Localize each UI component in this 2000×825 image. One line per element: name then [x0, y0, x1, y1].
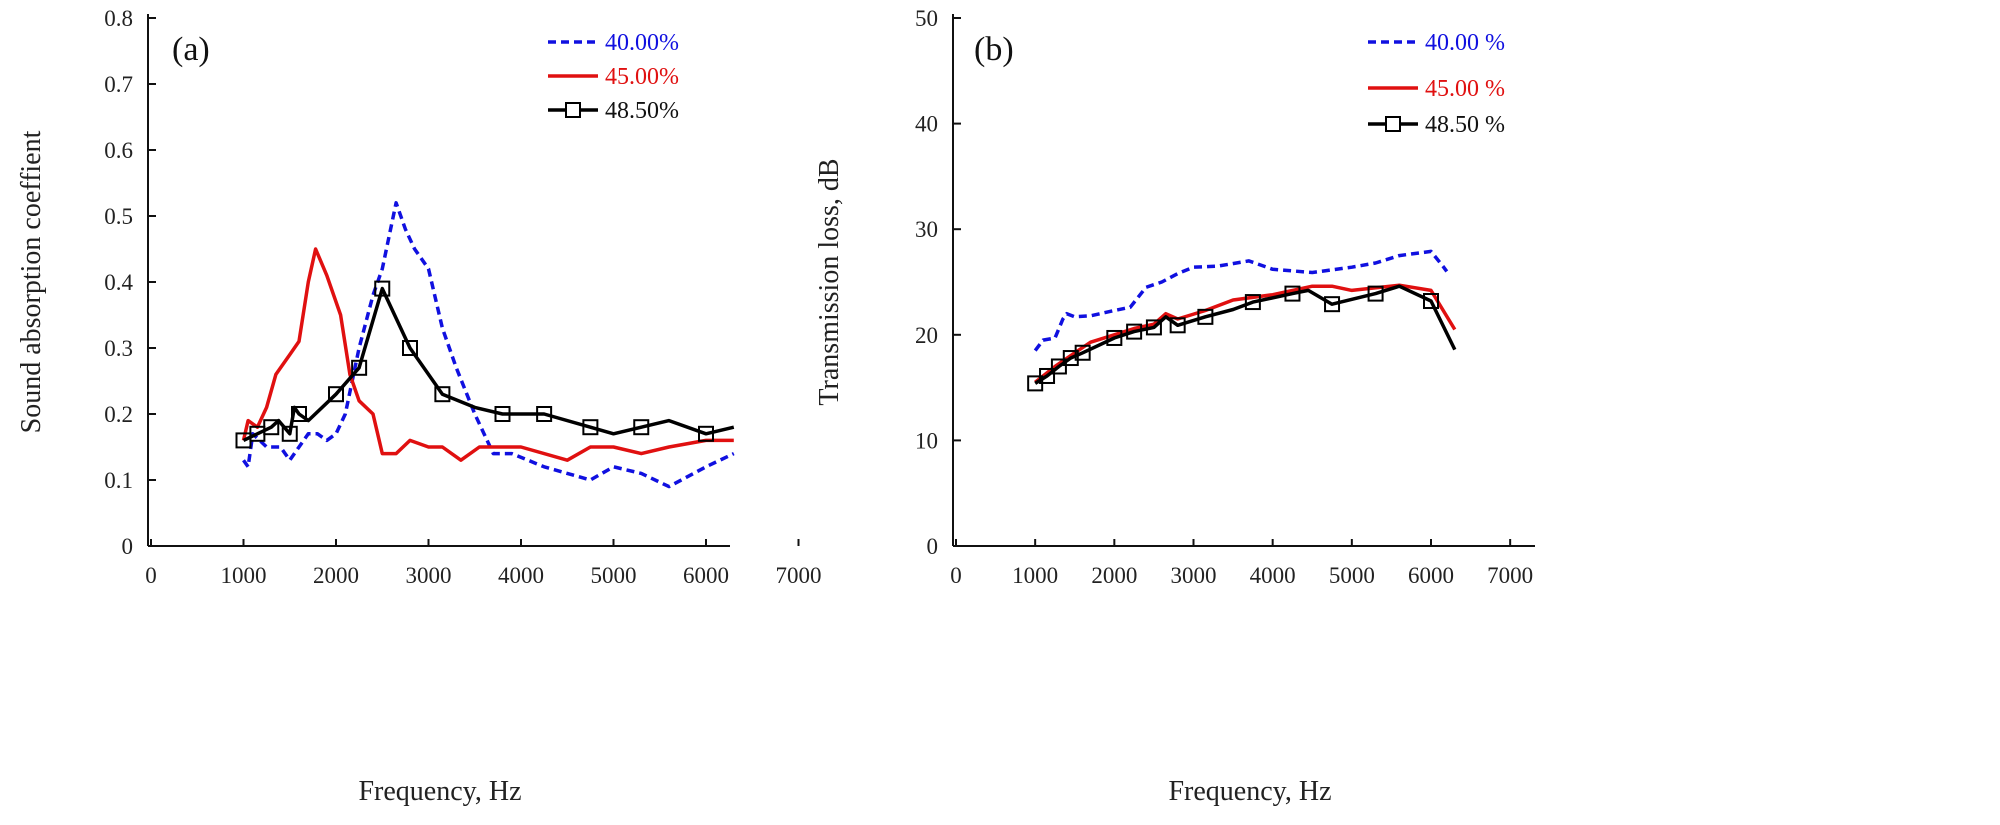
panel-a-chart: Frequency, Hz Sound absorption coeffient… [16, 6, 822, 807]
x-tick-label: 2000 [1091, 563, 1137, 588]
x-tick-label: 4000 [498, 563, 544, 588]
data-point-marker [633, 419, 650, 436]
y-tick-label: 0.5 [104, 204, 133, 229]
x-tick-label: 1000 [221, 563, 267, 588]
data-point-marker [291, 406, 307, 422]
y-tick-label: 50 [915, 6, 938, 31]
legend-label: 48.50% [605, 98, 679, 124]
x-tick-label: 1000 [1012, 563, 1058, 588]
y-tick-label: 0.1 [104, 468, 133, 493]
legend-label: 45.00% [605, 64, 679, 90]
data-point-marker [1244, 294, 1261, 311]
y-axis-title: Transmission loss, dB [814, 158, 845, 405]
x-tick-label: 7000 [776, 563, 822, 588]
data-point-marker [263, 419, 280, 436]
series-45-00-: 45.00% [241, 64, 734, 462]
series-line [242, 286, 735, 442]
data-point-marker [1169, 317, 1186, 334]
y-tick-label: 0.6 [104, 138, 133, 163]
series-line [1034, 283, 1457, 384]
x-tick-label: 4000 [1250, 563, 1296, 588]
data-point-marker [402, 340, 418, 356]
y-tick-label: 30 [915, 217, 938, 242]
panel-label: (b) [974, 31, 1014, 68]
data-point-marker [328, 386, 344, 403]
series-40-00-: 40.00 % [1033, 30, 1505, 352]
panel-b-chart: Frequency, Hz Transmission loss, dB (b) … [814, 6, 1535, 807]
y-tick-label: 0.2 [104, 402, 133, 427]
x-tick-label: 3000 [406, 563, 452, 588]
legend-label: 45.00 % [1425, 76, 1505, 102]
data-point-marker [582, 419, 599, 436]
data-point-marker [698, 425, 714, 442]
x-tick-label: 5000 [591, 563, 637, 588]
data-point-marker [1062, 350, 1079, 367]
data-point-marker [1284, 285, 1301, 302]
x-tick-label: 6000 [683, 563, 729, 588]
y-tick-label: 0.8 [104, 6, 133, 31]
data-point-marker [434, 386, 451, 403]
data-point-marker [281, 425, 298, 442]
data-point-marker [1126, 323, 1143, 340]
x-tick-label: 6000 [1408, 563, 1454, 588]
legend-label: 40.00% [605, 30, 679, 56]
data-point-marker [1039, 367, 1056, 384]
series-line [1033, 249, 1449, 352]
x-tick-label: 7000 [1487, 563, 1533, 588]
x-tick-label: 3000 [1171, 563, 1217, 588]
data-point-marker [494, 406, 511, 422]
data-point-marker [1423, 293, 1439, 310]
legend-marker [565, 102, 581, 118]
y-tick-label: 20 [915, 323, 938, 348]
series-line [242, 201, 735, 489]
legend-label: 40.00 % [1425, 30, 1505, 56]
y-tick-label: 0 [122, 534, 134, 559]
y-tick-label: 0.4 [104, 270, 133, 295]
data-point-marker [1074, 344, 1091, 361]
series-40-00-: 40.00% [242, 30, 735, 489]
y-axis-title: Sound absorption coeffient [16, 130, 47, 433]
y-tick-label: 0 [927, 534, 939, 559]
x-tick-label: 0 [950, 563, 962, 588]
y-tick-label: 40 [915, 112, 938, 137]
x-tick-label: 0 [145, 563, 157, 588]
data-point-marker [351, 359, 368, 376]
data-point-marker [536, 406, 553, 422]
y-tick-label: 0.7 [104, 72, 133, 97]
x-tick-label: 2000 [313, 563, 359, 588]
x-tick-label: 5000 [1329, 563, 1375, 588]
data-point-marker [1050, 358, 1067, 375]
x-axis-title: Frequency, Hz [1168, 776, 1331, 807]
series-line [241, 247, 734, 462]
data-point-marker [374, 280, 391, 297]
series-45-00-: 45.00 % [1034, 76, 1505, 384]
y-tick-label: 0.3 [104, 336, 133, 361]
data-point-marker [1324, 296, 1341, 313]
series-48-50-: 48.50% [235, 98, 735, 449]
legend-marker [1385, 116, 1401, 132]
data-point-marker [1106, 329, 1123, 346]
panel-label: (a) [172, 31, 210, 68]
data-point-marker [1367, 285, 1384, 302]
series-48-50-: 48.50 % [1027, 112, 1505, 392]
legend-label: 48.50 % [1425, 112, 1505, 138]
data-point-marker [1145, 319, 1162, 336]
y-tick-label: 10 [915, 428, 938, 453]
data-point-marker [1197, 308, 1214, 325]
x-axis-title: Frequency, Hz [358, 776, 521, 807]
